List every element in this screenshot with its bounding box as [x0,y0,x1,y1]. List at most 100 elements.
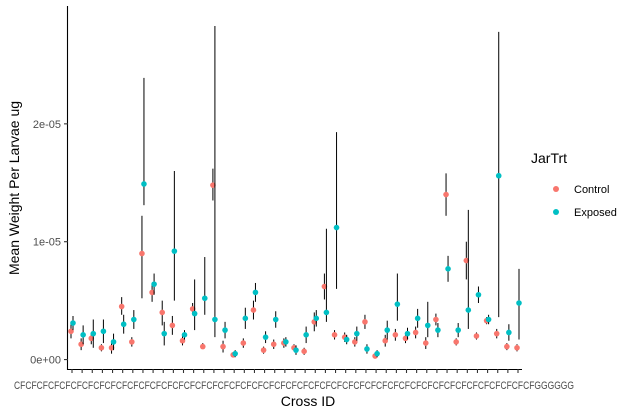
data-point-exposed [90,330,97,337]
plot-panel [68,26,522,359]
data-point-exposed [222,327,228,333]
data-point-control [504,343,510,350]
data-point-exposed [161,330,168,337]
data-point-control [149,289,155,296]
data-point-exposed [110,339,117,345]
data-point-control [260,347,267,353]
data-point-exposed [191,310,198,317]
data-point-control [331,332,338,338]
data-point-control [250,307,257,313]
data-point-exposed [506,329,512,336]
legend-label-control: Control [574,184,609,196]
data-point-control [159,309,166,316]
data-point-exposed [323,309,330,316]
legend-key-control [553,186,559,192]
data-point-control [220,343,226,350]
data-point-control [199,343,206,350]
legend-label-exposed: Exposed [574,207,617,219]
data-point-exposed [131,316,137,323]
data-point-control [301,348,307,355]
y-axis-title: Mean Weight Per Larvae ug [6,101,22,275]
y-tick-label: 2e-05 [33,119,61,131]
data-point-exposed [384,327,391,333]
data-point-exposed [516,300,522,306]
data-point-control [98,344,105,351]
x-ticks [71,369,519,373]
data-point-control [118,303,125,310]
data-point-control [189,306,196,312]
x-tick-labels: CFCFCFCFCFCFCFCFCFCFCFCFCFCFCFCFCFCFCFCF… [14,380,574,392]
data-point-exposed [455,327,461,333]
data-point-exposed [424,322,431,329]
data-point-exposed [262,334,269,340]
series-control [68,168,520,359]
data-point-exposed [100,328,107,335]
data-point-exposed [364,346,370,352]
data-point-control [463,257,470,264]
data-point-control [210,182,216,188]
data-point-exposed [232,350,238,357]
data-point-exposed [151,281,157,287]
data-point-control [453,339,459,345]
data-point-exposed [313,315,320,322]
legend: JarTrt Control Exposed [531,150,617,219]
data-point-control [352,339,358,345]
data-point-exposed [394,301,401,307]
data-point-exposed [414,315,421,322]
data-point-control [270,341,277,348]
data-point-exposed [445,266,451,272]
data-point-control [493,330,500,337]
data-point-exposed [475,291,482,298]
data-point-control [402,335,409,342]
data-point-control [129,339,135,345]
data-point-control [108,344,115,351]
data-point-exposed [201,295,208,302]
data-point-control [514,344,520,351]
data-point-control [68,328,74,335]
data-point-exposed [80,332,86,338]
data-point-control [139,250,145,257]
data-point-exposed [120,321,127,328]
data-point-control [473,333,480,339]
data-point-control [169,322,176,329]
data-point-exposed [181,332,188,338]
data-point-control [240,340,247,346]
y-tick-label: 0e+00 [30,355,61,367]
data-point-exposed [272,316,279,323]
data-point-exposed [374,350,380,357]
data-point-control [433,316,439,323]
y-tick-label: 1e-05 [33,237,61,249]
data-point-control [179,337,186,344]
data-point-exposed [70,320,76,326]
data-point-control [382,337,389,344]
series-exposed [70,26,522,358]
y-ticks: 0e+00 1e-05 2e-05 [30,119,68,367]
data-point-exposed [283,339,289,345]
data-point-exposed [141,181,147,187]
data-point-control [443,191,449,198]
data-point-exposed [293,347,299,353]
data-point-exposed [333,224,340,231]
data-point-exposed [495,172,502,179]
data-point-exposed [435,327,441,333]
data-point-control [422,340,429,346]
data-point-exposed [252,289,259,296]
data-point-control [88,335,95,342]
data-point-exposed [303,332,309,338]
data-point-exposed [343,336,350,343]
legend-key-exposed [553,209,559,215]
data-point-exposed [242,315,249,322]
data-point-exposed [212,316,218,323]
x-axis-title: Cross ID [281,393,335,409]
data-point-exposed [465,307,472,313]
data-point-exposed [404,330,411,337]
data-point-control [412,329,419,336]
legend-title: JarTrt [531,150,567,166]
data-point-control [78,341,84,348]
data-point-exposed [485,316,492,323]
data-point-control [362,319,368,325]
data-point-control [392,332,399,338]
data-point-control [321,283,328,290]
